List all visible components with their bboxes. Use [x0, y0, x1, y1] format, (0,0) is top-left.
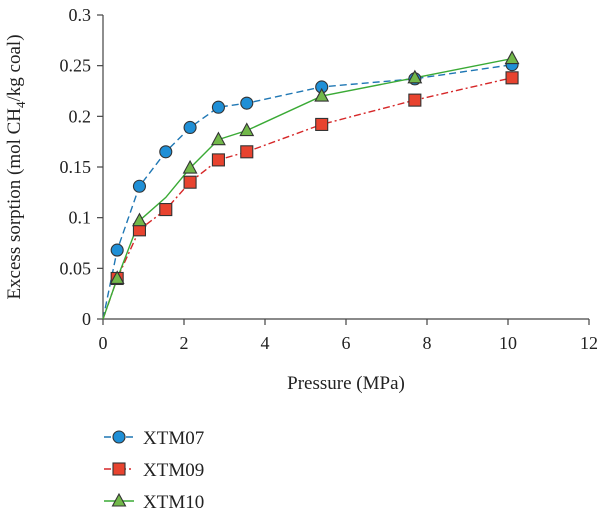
xtm07-point — [183, 120, 197, 135]
xtm10-series-line — [102, 57, 513, 320]
x-tick-label: 12 — [580, 333, 598, 353]
xtm10-point — [182, 159, 198, 174]
plot-area: 0 2 4 6 8 10 12 0 0.05 0.1 0.15 0.2 0.25 0.3 — [60, 5, 599, 353]
xtm07-point — [132, 179, 146, 193]
x-tick-label: 4 — [261, 333, 270, 353]
legend-marker-xtm07 — [112, 430, 126, 444]
y-tick-label: 0.15 — [60, 157, 92, 177]
xtm10-point — [239, 122, 255, 137]
x-tick-label: 10 — [499, 333, 517, 353]
legend: XTM07 XTM09 XTM10 — [104, 428, 204, 513]
xtm09-point — [408, 93, 422, 107]
xtm07-point — [159, 145, 173, 159]
xtm09-point — [315, 117, 329, 131]
xtm07-point — [240, 96, 254, 110]
x-tick-label: 6 — [342, 333, 351, 353]
y-axis-title-pre: Excess sorption (mol CH — [4, 108, 25, 300]
y-tick-label: 0 — [82, 309, 91, 329]
y-tick-label: 0.3 — [69, 5, 92, 25]
x-tick-label: 2 — [180, 333, 189, 353]
y-ticks: 0 0.05 0.1 0.15 0.2 0.25 0.3 — [60, 5, 103, 329]
y-axis-title-post: /kg coal) — [4, 34, 25, 101]
legend-marker-xtm09 — [112, 462, 126, 476]
legend-label-xtm07: XTM07 — [143, 428, 204, 449]
series-markers — [109, 50, 520, 286]
xtm07-point — [110, 243, 124, 257]
xtm10-point — [314, 87, 330, 102]
xtm09-series-line — [102, 77, 513, 320]
xtm10-point — [407, 69, 423, 84]
y-tick-label: 0.25 — [60, 56, 92, 76]
xtm09-point — [505, 71, 519, 85]
y-tick-label: 0.05 — [60, 258, 92, 278]
x-tick-label: 0 — [99, 333, 108, 353]
xtm09-point — [159, 203, 173, 217]
xtm10-point — [211, 131, 226, 146]
x-axis-title: Pressure (MPa) — [287, 373, 405, 394]
y-tick-label: 0.2 — [69, 106, 92, 126]
x-ticks: 0 2 4 6 8 10 12 — [99, 319, 598, 353]
xtm10-point — [109, 270, 125, 285]
xtm09-point — [240, 145, 254, 159]
legend-label-xtm10: XTM10 — [143, 492, 204, 513]
y-axis-title: Excess sorption (mol CH4/kg coal) — [4, 34, 28, 299]
xtm07-point — [211, 100, 225, 114]
xtm10-point — [132, 212, 147, 227]
xtm09-point — [183, 175, 197, 189]
x-tick-label: 8 — [423, 333, 432, 353]
y-axis-title-sub: 4 — [13, 101, 28, 108]
xtm10-point — [504, 50, 520, 65]
series-lines — [102, 57, 513, 320]
y-tick-label: 0.1 — [69, 208, 92, 228]
xtm07-series-line — [102, 64, 513, 320]
legend-label-xtm09: XTM09 — [143, 460, 204, 481]
legend-marker-xtm10 — [111, 492, 127, 507]
xtm09-point — [211, 153, 225, 167]
